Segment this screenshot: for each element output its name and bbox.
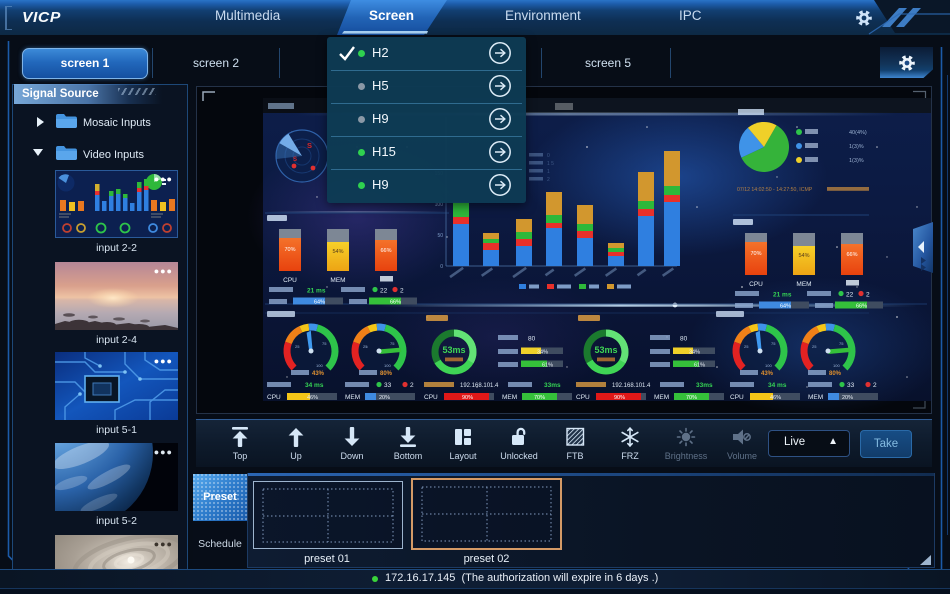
svg-text:50: 50 bbox=[437, 233, 443, 239]
svg-text:1: 1 bbox=[547, 169, 550, 175]
svg-text:S: S bbox=[293, 157, 297, 163]
svg-text:0: 0 bbox=[547, 153, 550, 159]
svg-text:40(4%): 40(4%) bbox=[849, 130, 867, 136]
svg-text:07/12 14:02:50 - 14:27:50, ICM: 07/12 14:02:50 - 14:27:50, ICMP bbox=[737, 187, 813, 193]
svg-text:2: 2 bbox=[547, 177, 550, 183]
svg-text:0: 0 bbox=[440, 264, 443, 270]
svg-text:1(3)%: 1(3)% bbox=[849, 144, 864, 150]
svg-text:100: 100 bbox=[435, 202, 444, 208]
svg-text:S: S bbox=[307, 141, 312, 150]
svg-text:1(3)%: 1(3)% bbox=[849, 158, 864, 164]
svg-text:1 5: 1 5 bbox=[547, 161, 554, 167]
